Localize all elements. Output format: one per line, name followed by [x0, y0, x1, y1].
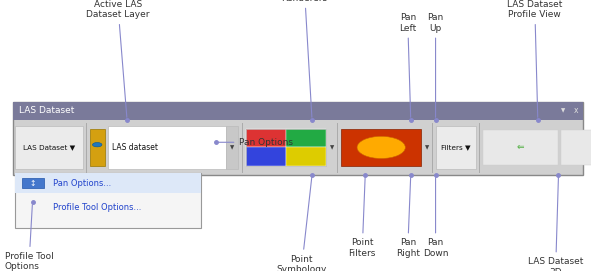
- Bar: [13, 102, 583, 120]
- Text: Pan Options...: Pan Options...: [53, 179, 112, 188]
- Text: ▼: ▼: [330, 145, 334, 150]
- Text: Pan
Left: Pan Left: [399, 13, 417, 117]
- Bar: [286, 147, 326, 166]
- Text: Surface
Symbology
Renderers: Surface Symbology Renderers: [279, 0, 330, 117]
- Text: LAS Dataset
3D
View: LAS Dataset 3D View: [528, 178, 583, 271]
- Bar: [108, 126, 226, 169]
- Text: ⇐: ⇐: [517, 143, 524, 152]
- Text: Point
Symbology
Renderers: Point Symbology Renderers: [276, 178, 327, 271]
- Bar: [15, 173, 201, 228]
- Text: LAS Dataset
Profile View: LAS Dataset Profile View: [507, 0, 563, 117]
- Text: ▼: ▼: [560, 108, 565, 113]
- Bar: [246, 147, 286, 166]
- Text: LAS Dataset ▼: LAS Dataset ▼: [22, 144, 75, 150]
- Bar: [226, 126, 238, 169]
- Text: x: x: [574, 106, 579, 115]
- Text: Filters ▼: Filters ▼: [441, 144, 471, 150]
- Text: ▼: ▼: [229, 145, 234, 150]
- Text: ▼: ▼: [425, 145, 429, 150]
- Bar: [246, 129, 286, 147]
- Bar: [561, 130, 591, 165]
- Text: ↕: ↕: [30, 179, 36, 188]
- Bar: [341, 129, 421, 166]
- Text: Pan
Down: Pan Down: [423, 178, 449, 258]
- Bar: [246, 129, 326, 166]
- Bar: [436, 126, 476, 169]
- Circle shape: [93, 143, 102, 147]
- Text: Active LAS
Dataset Layer: Active LAS Dataset Layer: [86, 0, 150, 117]
- Text: Pan
Up: Pan Up: [427, 13, 444, 117]
- Bar: [90, 129, 105, 166]
- Text: Pan Options: Pan Options: [219, 138, 293, 147]
- Text: Point
Filters: Point Filters: [349, 178, 376, 258]
- Bar: [286, 129, 326, 147]
- Text: Profile Tool
Options: Profile Tool Options: [5, 205, 53, 271]
- Bar: [15, 126, 83, 169]
- Text: LAS Dataset: LAS Dataset: [19, 106, 74, 115]
- Text: Profile Tool Options...: Profile Tool Options...: [53, 203, 142, 212]
- Bar: [15, 173, 201, 193]
- Bar: [22, 178, 44, 188]
- Bar: [483, 130, 558, 165]
- Bar: [13, 102, 583, 175]
- Circle shape: [357, 136, 405, 159]
- Text: LAS dataset: LAS dataset: [112, 143, 158, 152]
- Text: Pan
Right: Pan Right: [396, 178, 420, 258]
